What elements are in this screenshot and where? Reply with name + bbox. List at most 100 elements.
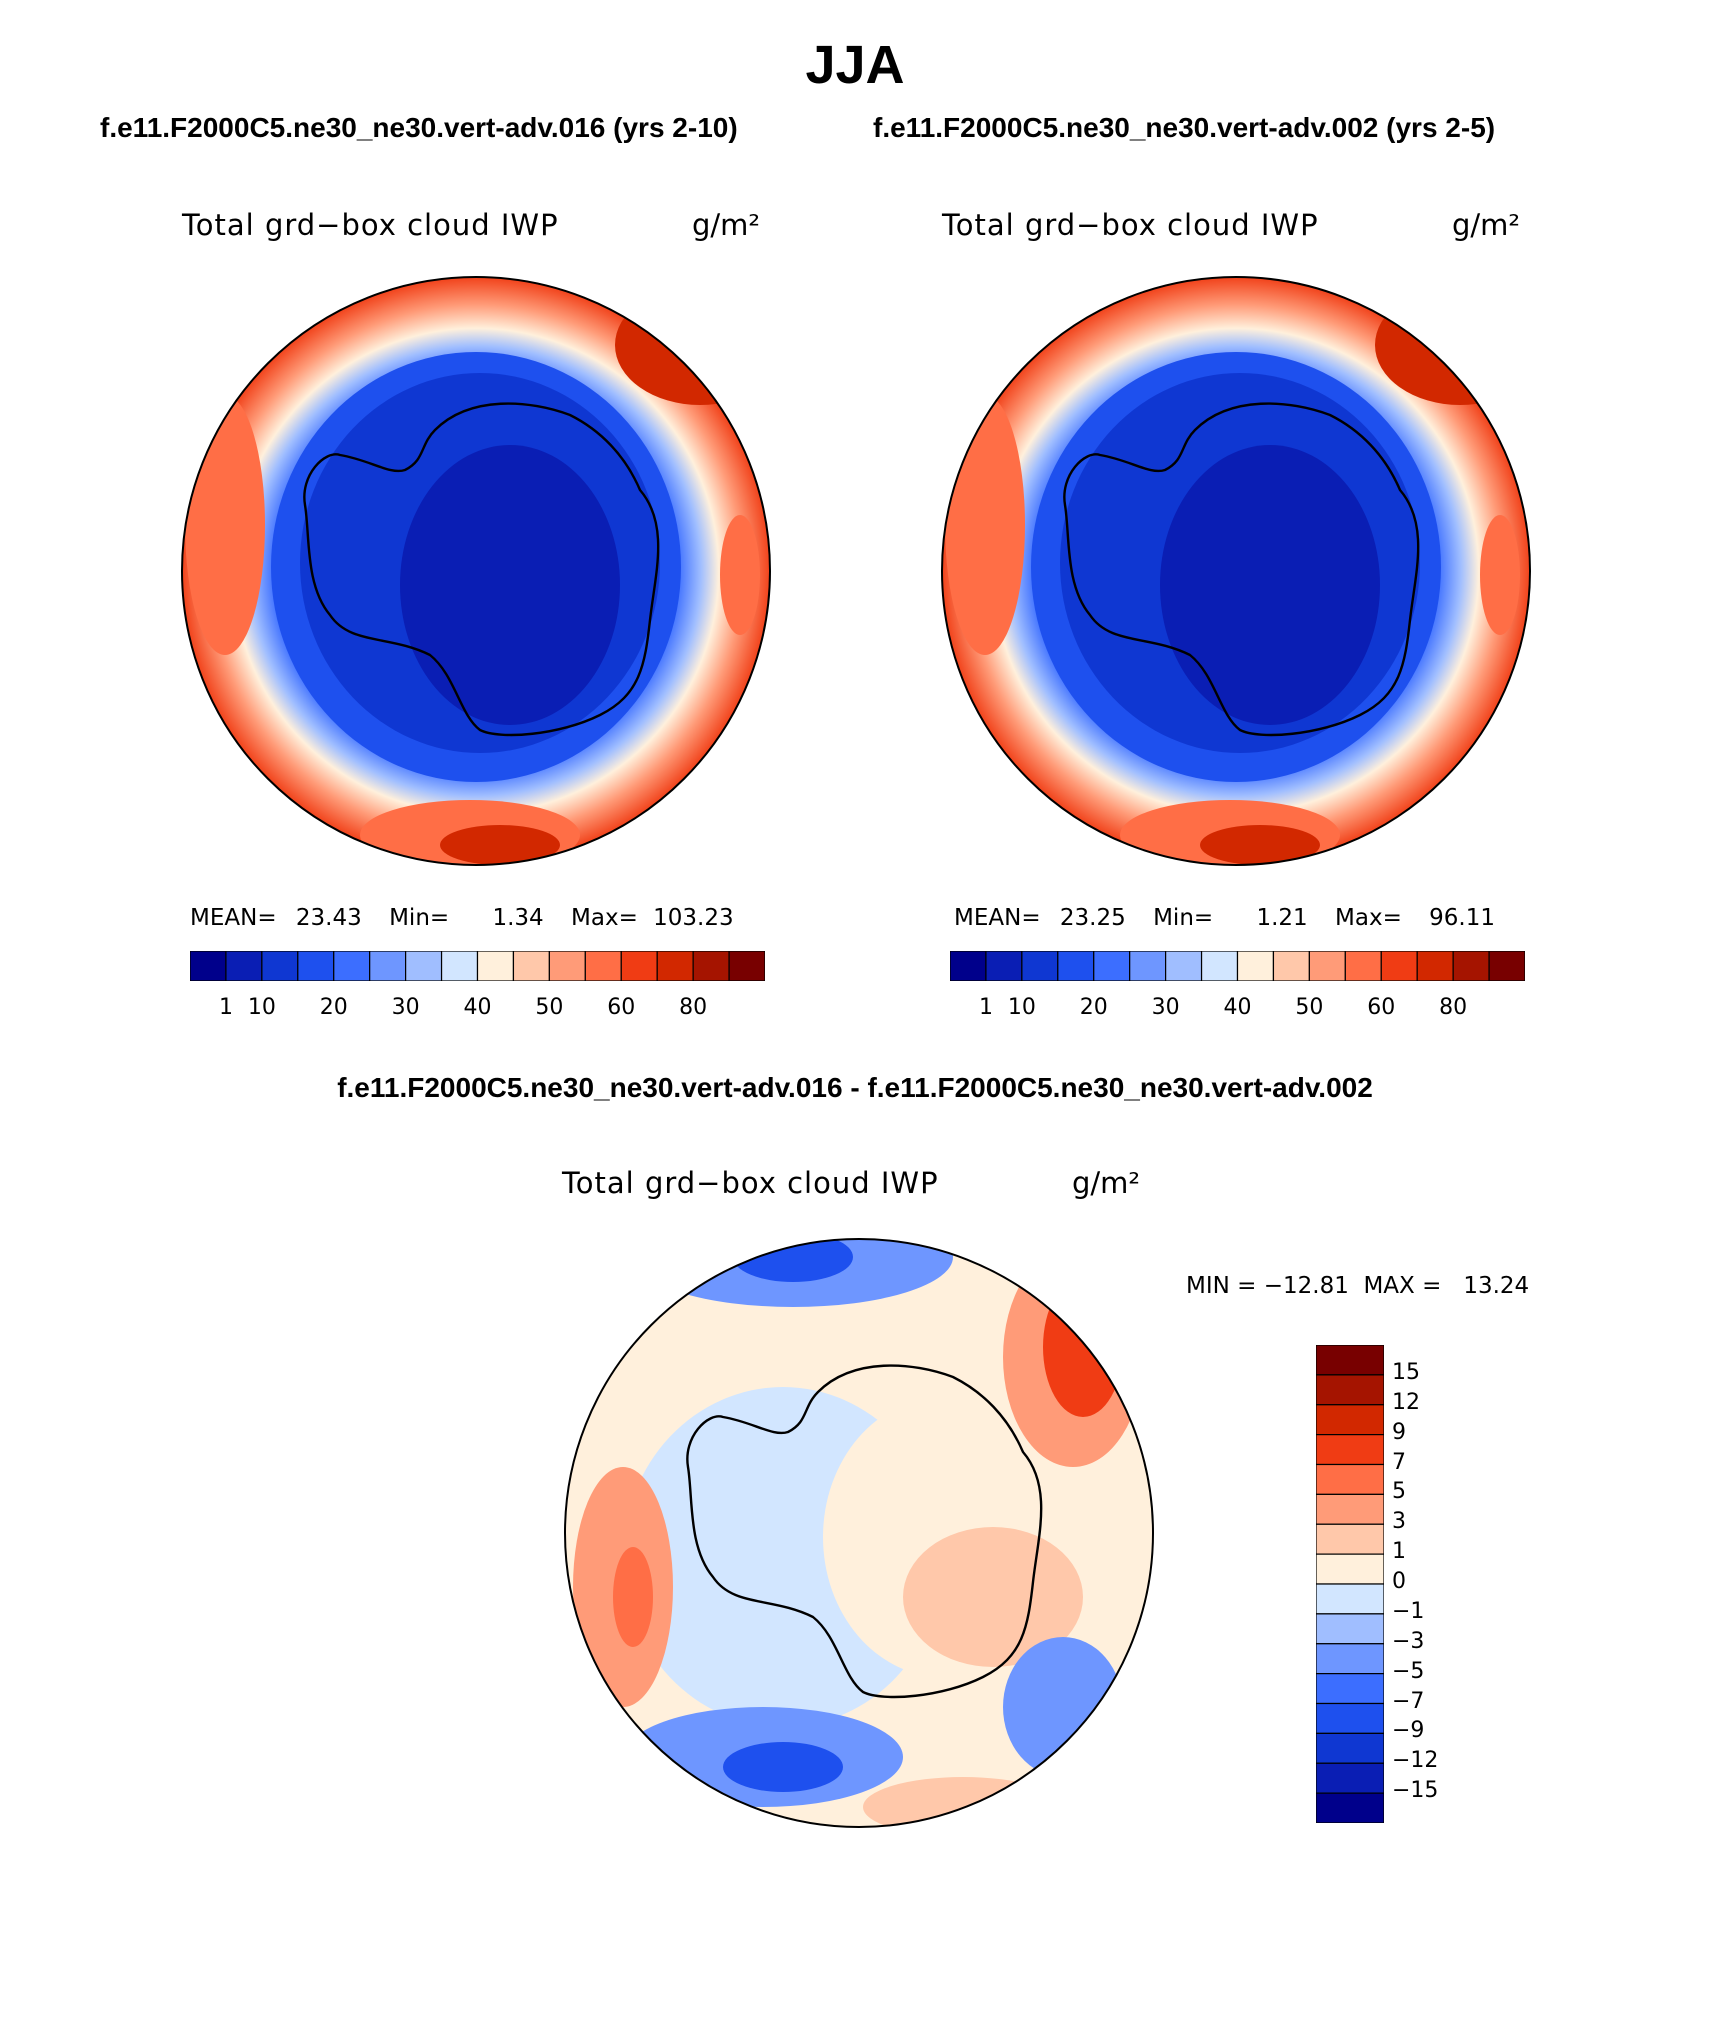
- colorbar-tick-label: 5: [1392, 1479, 1406, 1505]
- colorbar-swatch: [1165, 951, 1203, 981]
- main-title: JJA: [805, 35, 905, 95]
- panel2-max-value: 96.11: [1429, 905, 1496, 931]
- colorbar-tick-label: 9: [1392, 1419, 1406, 1445]
- colorbar-swatch: [1200, 951, 1239, 981]
- colorbar-swatch: [1316, 1523, 1384, 1555]
- colorbar-swatch: [620, 951, 658, 981]
- panel1-min-value: 1.34: [492, 905, 544, 931]
- panel1-colorbar: [190, 951, 765, 981]
- diff-title: f.e11.F2000C5.ne30_ne30.vert-adv.016 - f…: [337, 1072, 1373, 1103]
- panel1-min-label: Min=: [389, 905, 450, 931]
- panel2-units-label: g/m²: [1452, 208, 1521, 242]
- colorbar-swatch: [1316, 1732, 1384, 1764]
- colorbar-swatch: [1316, 1345, 1384, 1376]
- colorbar-swatch: [1316, 1463, 1384, 1495]
- panel1-mean-value: 23.43: [295, 905, 362, 931]
- colorbar-swatch: [512, 951, 550, 981]
- panel2-mean-label: MEAN=: [954, 905, 1041, 931]
- colorbar-tick-label: −1: [1392, 1598, 1425, 1624]
- colorbar-tick-label: 80: [1439, 995, 1468, 1020]
- colorbar-swatch: [1316, 1434, 1384, 1466]
- colorbar-swatch: [297, 951, 335, 981]
- panel1-max-label: Max=: [571, 905, 638, 931]
- panel1-stats: MEAN= 23.43 Min= 1.34 Max= 103.23: [190, 905, 734, 931]
- panel1-mean-label: MEAN=: [190, 905, 277, 931]
- colorbar-tick-label: −7: [1392, 1688, 1425, 1714]
- colorbar-tick-label: 40: [1223, 995, 1252, 1020]
- colorbar-swatch: [1416, 951, 1454, 981]
- colorbar-swatch: [1316, 1404, 1384, 1436]
- panel2-colorbar: [950, 951, 1525, 981]
- diff-units-label: g/m²: [1072, 1166, 1141, 1200]
- colorbar-swatch: [1452, 951, 1490, 981]
- colorbar-tick-label: 50: [1295, 995, 1324, 1020]
- colorbar-tick-label: 1: [218, 995, 233, 1020]
- colorbar-tick-label: −3: [1392, 1628, 1425, 1654]
- colorbar-tick-label: 7: [1392, 1449, 1406, 1475]
- colorbar-tick-label: 12: [1392, 1389, 1420, 1415]
- colorbar-swatch: [440, 951, 479, 981]
- colorbar-swatch: [1316, 1792, 1384, 1823]
- colorbar-swatch: [1316, 1762, 1384, 1794]
- panel2-min-label: Min=: [1153, 905, 1214, 931]
- diff-colorbar: [1316, 1345, 1384, 1823]
- colorbar-swatch: [1236, 951, 1275, 981]
- colorbar-swatch: [1021, 951, 1059, 981]
- colorbar-tick-label: 30: [1151, 995, 1180, 1020]
- colorbar-tick-label: 10: [247, 995, 276, 1020]
- colorbar-swatch: [369, 951, 407, 981]
- colorbar-tick-label: 40: [463, 995, 492, 1020]
- colorbar-swatch: [1344, 951, 1382, 981]
- colorbar-swatch: [656, 951, 694, 981]
- colorbar-tick-label: 80: [679, 995, 708, 1020]
- colorbar-tick-label: 30: [391, 995, 420, 1020]
- colorbar-tick-label: 20: [319, 995, 348, 1020]
- panel2-max-label: Max=: [1335, 905, 1402, 931]
- colorbar-swatch: [548, 951, 586, 981]
- colorbar-tick-label: 50: [535, 995, 564, 1020]
- colorbar-swatch: [333, 951, 371, 981]
- colorbar-swatch: [728, 951, 765, 981]
- colorbar-swatch: [985, 951, 1023, 981]
- panel2-map: [941, 276, 1531, 866]
- colorbar-swatch: [1093, 951, 1131, 981]
- colorbar-swatch: [1316, 1702, 1384, 1734]
- panel2-mean-value: 23.25: [1059, 905, 1126, 931]
- panel1-units-label: g/m²: [692, 208, 761, 242]
- colorbar-swatch: [225, 951, 263, 981]
- panel1-variable-label: Total grd−box cloud IWP: [182, 208, 559, 242]
- panel2-variable-label: Total grd−box cloud IWP: [942, 208, 1319, 242]
- colorbar-swatch: [1057, 951, 1095, 981]
- colorbar-tick-label: 60: [607, 995, 636, 1020]
- colorbar-tick-label: 0: [1392, 1569, 1406, 1594]
- panel2-case-title: f.e11.F2000C5.ne30_ne30.vert-adv.002 (yr…: [873, 112, 1496, 143]
- colorbar-swatch: [692, 951, 730, 981]
- colorbar-tick-label: 60: [1367, 995, 1396, 1020]
- panel1-map: [181, 276, 771, 866]
- colorbar-tick-label: 15: [1392, 1359, 1420, 1385]
- colorbar-tick-label: −12: [1392, 1748, 1439, 1774]
- colorbar-swatch: [261, 951, 299, 981]
- colorbar-swatch: [476, 951, 515, 981]
- colorbar-swatch: [1316, 1493, 1384, 1525]
- colorbar-swatch: [1316, 1583, 1384, 1615]
- colorbar-swatch: [950, 951, 987, 981]
- colorbar-tick-label: −15: [1392, 1778, 1439, 1804]
- colorbar-tick-label: 1: [978, 995, 993, 1020]
- diff-map: [564, 1238, 1154, 1828]
- diff-variable-label: Total grd−box cloud IWP: [562, 1166, 939, 1200]
- panel2-stats: MEAN= 23.25 Min= 1.21 Max= 96.11: [954, 905, 1495, 931]
- panel1-case-title: f.e11.F2000C5.ne30_ne30.vert-adv.016 (yr…: [100, 112, 738, 143]
- colorbar-tick-label: 10: [1007, 995, 1036, 1020]
- colorbar-swatch: [1316, 1553, 1384, 1585]
- colorbar-tick-label: −9: [1392, 1718, 1425, 1744]
- colorbar-swatch: [1272, 951, 1310, 981]
- diff-minmax: MIN = −12.81 MAX = 13.24: [1186, 1273, 1530, 1299]
- colorbar-tick-label: 1: [1392, 1539, 1406, 1565]
- colorbar-swatch: [190, 951, 227, 981]
- panel1-max-value: 103.23: [653, 905, 734, 931]
- colorbar-swatch: [1316, 1374, 1384, 1406]
- colorbar-swatch: [1316, 1613, 1384, 1645]
- colorbar-swatch: [405, 951, 443, 981]
- colorbar-swatch: [1129, 951, 1167, 981]
